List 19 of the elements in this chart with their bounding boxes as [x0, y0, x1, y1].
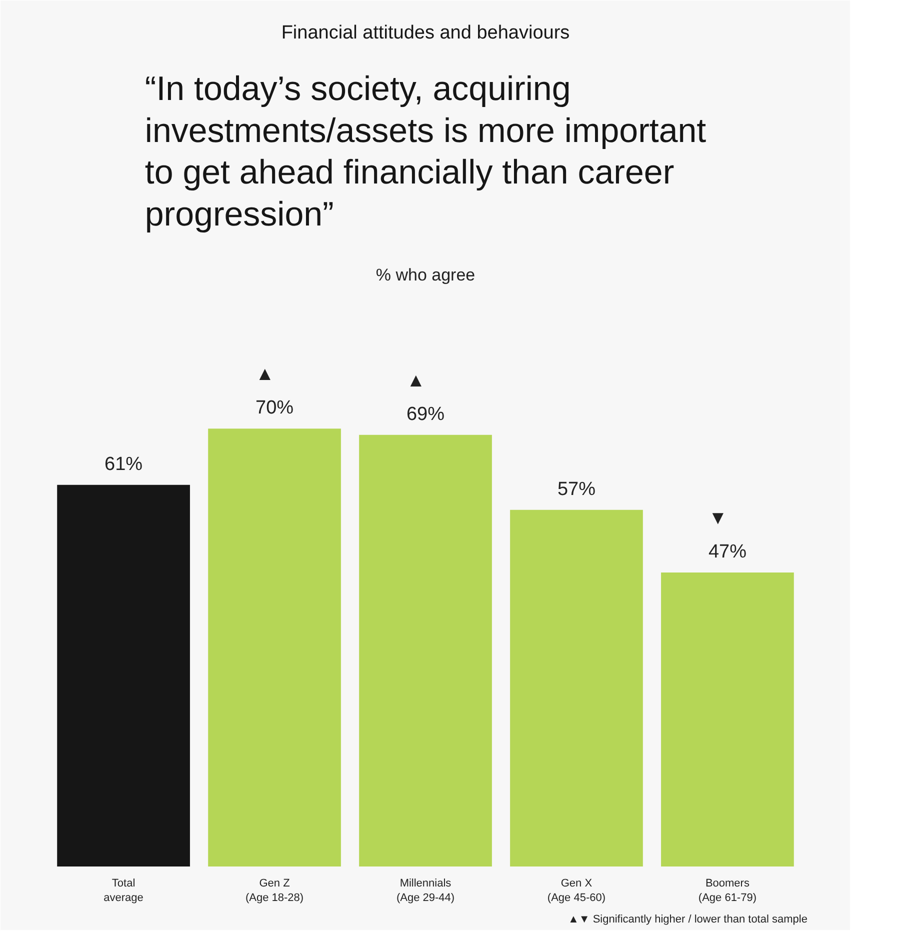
data-label: ▼ 47% — [708, 508, 747, 562]
bar — [208, 428, 341, 866]
data-label: ▲ 69% — [406, 370, 445, 425]
x-tick-label: Boomers (Age 61-79) — [698, 878, 757, 904]
bar — [661, 572, 794, 866]
chart-subtitle: % who agree — [376, 266, 476, 284]
bar — [359, 434, 492, 866]
x-tick-label: Millennials (Age 29-44) — [396, 878, 455, 904]
x-tick-label: Gen X (Age 45-60) — [547, 878, 606, 904]
chart-title: “In today’s society, acquiring investments/assets is more important to get ahead financially than career progression” — [144, 70, 707, 234]
bar — [57, 484, 190, 866]
x-tick-label: Gen Z (Age 18-28) — [245, 878, 304, 904]
text: ▲▼ Significantly higher / lower than total sample — [568, 914, 808, 926]
text: Financial attitudes and behaviours — [281, 22, 570, 44]
data-label: 61% — [104, 454, 143, 475]
x-tick-label: Total average — [104, 878, 144, 904]
data-label: 57% — [557, 478, 596, 500]
data-label: ▲ 70% — [256, 364, 294, 419]
bar — [510, 510, 643, 866]
